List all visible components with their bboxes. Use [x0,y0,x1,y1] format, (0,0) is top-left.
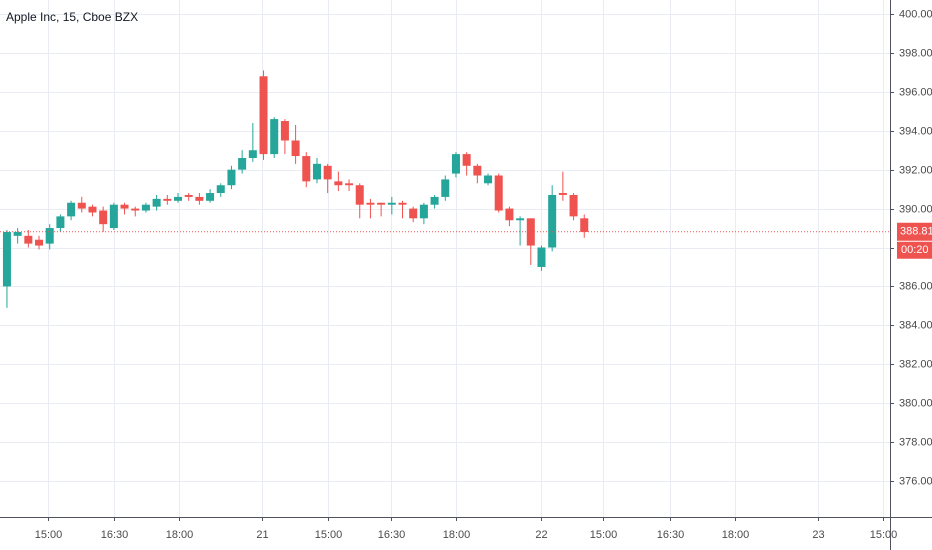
y-tick-label: 380.00 [899,397,932,409]
candle-body [227,169,236,186]
candle-body [163,198,172,201]
candle-body [366,202,375,205]
x-tick-label: 15:00 [590,529,618,541]
candle-body [184,194,193,197]
y-tick-label: 400.00 [899,8,932,20]
candle-body [516,218,525,221]
y-tick-label: 382.00 [899,358,932,370]
candle-body [206,193,215,201]
y-tick-label: 386.00 [899,280,932,292]
candle-body [398,202,407,205]
candle-body [238,157,247,170]
candle-body [259,76,268,155]
candle-body [312,163,321,180]
candle-body [526,218,535,246]
candle-body [430,196,439,205]
candle-body [558,193,567,195]
candle-body [131,208,140,211]
x-tick-label: 15:00 [870,529,898,541]
candle-body [109,204,118,229]
candle-body [580,218,589,232]
candle-body [2,231,11,287]
x-tick-label: 18:00 [722,529,750,541]
chart-title: Apple Inc, 15, Cboe BZX [6,10,138,24]
x-tick-label: 21 [256,529,268,541]
candle-body [387,202,396,205]
x-tick-label: 23 [812,529,824,541]
candle-body [195,196,204,201]
y-tick-label: 390.00 [899,203,932,215]
candle-body [24,235,33,244]
axes: 376.00 378.00 380.00 382.00 384.00 386.00 388.… [35,8,932,541]
candle-body [216,185,225,194]
candle-body [67,202,76,217]
candle-body [141,204,150,211]
candle-body [355,185,364,205]
candle-body [537,247,546,267]
candle-body [270,119,279,155]
x-tick-label: 16:30 [657,529,685,541]
x-tick-label: 16:30 [101,529,129,541]
x-tick-label: 15:00 [315,529,343,541]
candle-body [173,196,183,201]
candle-body [334,181,343,186]
candle-body [441,179,450,197]
candle-body [409,208,418,219]
candle-body [451,154,460,174]
candle-body [462,154,471,166]
candle-body [302,156,311,182]
candles [0,70,890,308]
last-price-label: 388.81 [900,226,932,238]
candle-body [419,204,428,219]
candle-body [56,216,65,229]
candle-body [13,231,22,236]
candle-body [35,239,44,246]
candle-body [88,206,97,213]
x-tick-label: 15:00 [35,529,63,541]
candle-body [505,208,514,221]
candle-body [569,194,578,217]
x-tick-label: 18:00 [166,529,194,541]
countdown-label: 00:20 [901,244,929,256]
candle-body [377,202,386,205]
candle-body [548,194,557,248]
y-tick-label: 394.00 [899,125,932,137]
candle-body [248,150,257,158]
x-tick-label: 18:00 [443,529,471,541]
candle-body [494,175,503,211]
countdown-box [897,241,932,259]
x-tick-label: 16:30 [378,529,406,541]
y-tick-label: 376.00 [899,475,932,487]
y-tick-label: 398.00 [899,47,932,59]
candle-body [99,210,108,225]
candle-body [323,165,332,180]
candle-body [473,165,482,176]
x-tick-label: 22 [535,529,547,541]
candle-body [120,204,129,209]
candle-body [77,202,86,209]
candle-body [280,121,289,141]
candle-body [484,175,493,184]
grid [0,0,890,517]
y-tick-label: 384.00 [899,319,932,331]
candle-body [152,198,161,207]
candle-body [345,183,354,186]
candle-body [291,140,300,157]
last-price-box [897,222,932,241]
y-tick-label: 392.00 [899,164,932,176]
y-tick-label: 396.00 [899,86,932,98]
candle-body [45,228,54,244]
y-tick-label: 378.00 [899,436,932,448]
